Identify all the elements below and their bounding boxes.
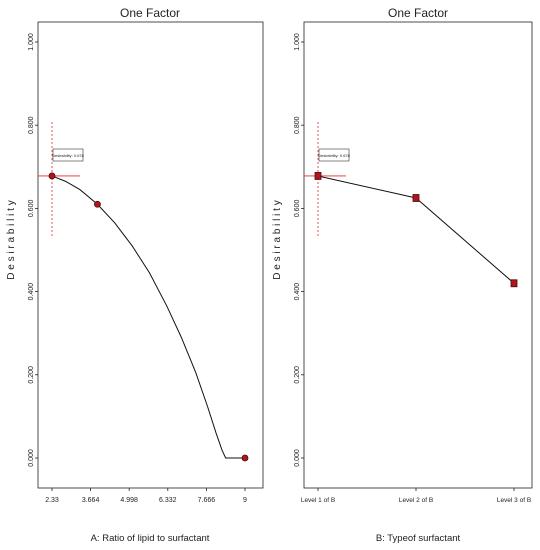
series-line xyxy=(51,175,245,459)
x-tick-label: 2.33 xyxy=(45,497,59,504)
callout-box xyxy=(52,148,84,162)
data-point xyxy=(241,454,249,462)
chart-panel-2: One Factor 0.000 0.200 0.400 0.600 0.800 1.000… xyxy=(272,6,533,544)
y-axis-label: D e s i r a b i l i t y xyxy=(6,200,17,279)
x-tick-label: Level 3 of B xyxy=(497,497,531,504)
y-tick-label: 0.800 xyxy=(28,116,35,134)
data-point xyxy=(94,200,101,208)
data-point xyxy=(412,194,420,202)
x-tick-label: Level 2 of B xyxy=(399,497,433,504)
callout-text: Desirability: 0.678 xyxy=(52,153,85,158)
callout-box xyxy=(318,148,350,162)
x-tick-label: 3.664 xyxy=(82,497,100,504)
chart-title: One Factor xyxy=(388,6,448,20)
y-tick-label: 0.400 xyxy=(294,283,301,301)
x-axis-label: A: Ratio of lipid to surfactant xyxy=(91,533,210,544)
y-tick-label: 0.200 xyxy=(28,366,35,384)
plot-frame xyxy=(303,21,533,489)
y-tick-label: 0.400 xyxy=(28,283,35,301)
y-tick-label: 0.600 xyxy=(28,200,35,218)
y-tick-label: 1.000 xyxy=(294,33,301,51)
y-tick-label: 0.800 xyxy=(294,116,301,134)
y-axis-label: D e s i r a b i l i t y xyxy=(272,200,283,279)
x-tick-label: 7.666 xyxy=(198,497,216,504)
x-axis-label: B: Typeof surfactant xyxy=(376,533,461,544)
x-tick-label: 4.998 xyxy=(120,497,138,504)
plot-frame xyxy=(37,21,264,489)
y-tick-label: 0.200 xyxy=(294,366,301,384)
x-tick-label: 6.332 xyxy=(159,497,177,504)
y-tick-label: 0.000 xyxy=(294,449,301,467)
data-point xyxy=(314,172,322,180)
y-tick-label: 0.600 xyxy=(294,200,301,218)
series-line xyxy=(317,175,515,284)
chart-panel-1: One Factor 0.000 0.200 0.400 0.600 0.800 1.000… xyxy=(6,6,264,544)
y-tick-label: 0.000 xyxy=(28,449,35,467)
callout-text: Desirability: 0.678 xyxy=(318,153,351,158)
data-point xyxy=(48,172,56,180)
y-tick-label: 1.000 xyxy=(28,33,35,51)
chart-title: One Factor xyxy=(120,6,180,20)
x-tick-label: 9 xyxy=(243,497,247,504)
data-point xyxy=(510,279,518,288)
x-tick-label: Level 1 of B xyxy=(301,497,335,504)
